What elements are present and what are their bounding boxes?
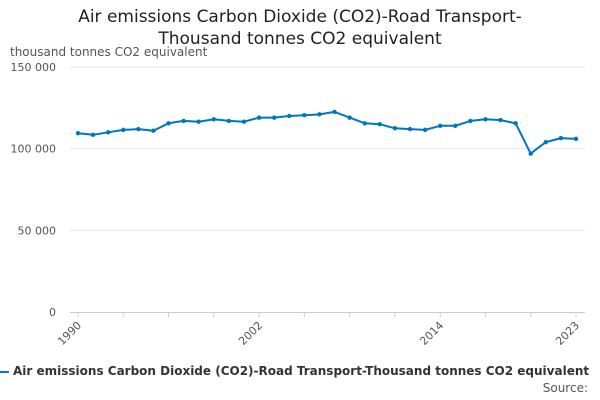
x-tick-label: 2023 bbox=[553, 319, 582, 348]
data-point bbox=[121, 127, 126, 133]
data-point bbox=[543, 139, 549, 145]
chart-title: Air emissions Carbon Dioxide (CO2)-Road … bbox=[0, 6, 600, 50]
series-line bbox=[77, 110, 577, 155]
y-tick-label: 150 000 bbox=[11, 61, 57, 74]
data-point bbox=[513, 121, 518, 126]
data-point bbox=[573, 136, 579, 142]
data-point bbox=[256, 115, 262, 120]
data-point bbox=[453, 123, 458, 128]
data-point bbox=[196, 119, 201, 124]
data-point bbox=[332, 109, 337, 115]
data-point bbox=[392, 126, 398, 131]
data-point bbox=[407, 126, 413, 132]
y-tick-label: 0 bbox=[49, 306, 56, 319]
data-point bbox=[271, 115, 277, 120]
y-tick-label: 100 000 bbox=[11, 143, 57, 156]
legend-label: Air emissions Carbon Dioxide (CO2)-Road … bbox=[13, 364, 590, 378]
legend-swatch bbox=[0, 370, 9, 373]
data-point bbox=[437, 123, 443, 128]
x-tick-label: 2002 bbox=[236, 319, 265, 348]
data-point bbox=[75, 130, 81, 136]
chart-title-line-2: Thousand tonnes CO2 equivalent bbox=[158, 29, 442, 49]
data-point bbox=[317, 112, 322, 117]
data-point bbox=[105, 130, 111, 135]
legend: Air emissions Carbon Dioxide (CO2)-Road … bbox=[0, 364, 600, 378]
y-tick-label: 50 000 bbox=[18, 224, 57, 237]
data-point bbox=[362, 121, 367, 126]
x-tick-label: 1990 bbox=[55, 319, 84, 348]
data-point bbox=[422, 127, 428, 133]
data-point bbox=[558, 135, 564, 141]
data-point bbox=[241, 119, 247, 124]
data-point bbox=[377, 121, 383, 127]
data-series bbox=[75, 109, 579, 156]
data-point bbox=[528, 151, 533, 156]
data-point bbox=[483, 117, 488, 122]
data-point bbox=[468, 118, 473, 124]
source-label: Source: bbox=[542, 381, 588, 395]
x-tick-label: 2014 bbox=[417, 319, 446, 348]
data-point bbox=[287, 113, 292, 119]
grid-lines bbox=[70, 66, 585, 231]
data-point bbox=[151, 128, 156, 133]
y-axis-label: thousand tonnes CO2 equivalent bbox=[10, 45, 208, 59]
data-point bbox=[181, 118, 186, 124]
data-point bbox=[136, 126, 141, 132]
data-point bbox=[347, 115, 352, 120]
chart-title-line-1: Air emissions Carbon Dioxide (CO2)-Road … bbox=[78, 7, 522, 27]
data-point bbox=[302, 112, 307, 118]
data-point bbox=[211, 117, 217, 122]
data-point bbox=[226, 118, 232, 124]
data-point bbox=[90, 132, 96, 137]
data-point bbox=[498, 117, 503, 123]
data-point bbox=[166, 121, 171, 126]
tick-labels: 0 50 000 100 000 150 000 1990 2002 2014 2023 bbox=[11, 61, 583, 348]
axes bbox=[70, 312, 585, 317]
